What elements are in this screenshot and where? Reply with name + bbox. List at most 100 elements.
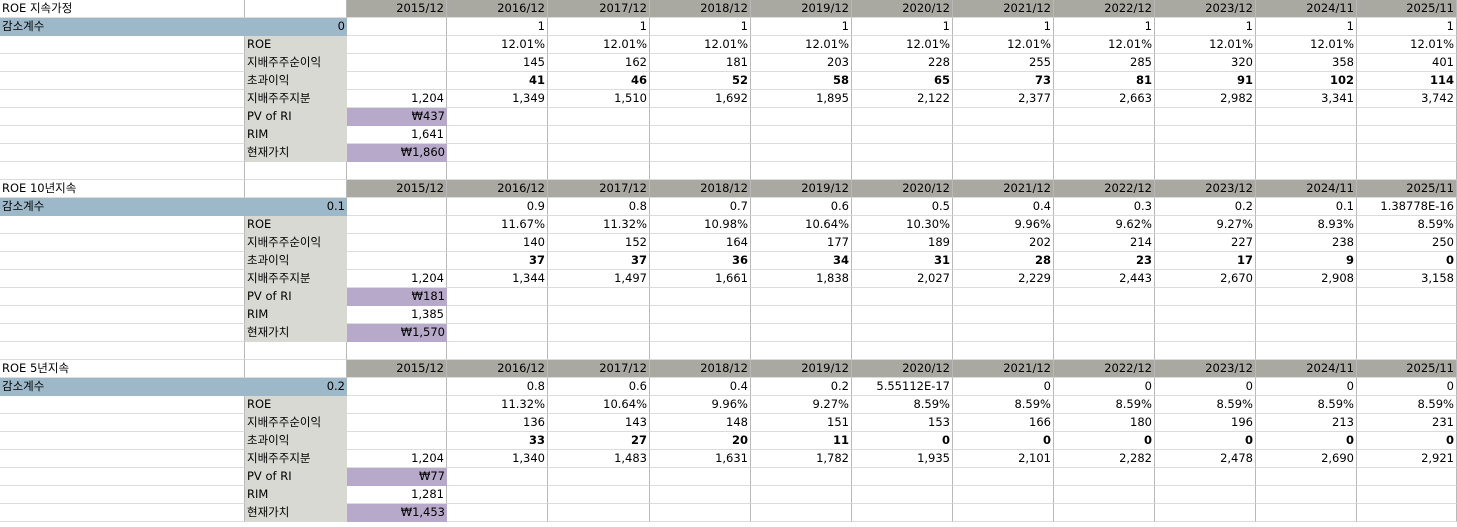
roe-cell[interactable]: 10.64%: [548, 396, 650, 414]
column-header[interactable]: 2020/12: [852, 0, 953, 18]
cell-empty[interactable]: [1054, 108, 1155, 126]
roe-row-label[interactable]: ROE: [245, 36, 347, 54]
ri-cell[interactable]: 0: [953, 432, 1054, 450]
pv-of-ri-value[interactable]: ₩437: [347, 108, 447, 126]
cell-empty[interactable]: [1357, 486, 1457, 504]
roe-cell[interactable]: 12.01%: [1155, 36, 1256, 54]
cell-empty[interactable]: [650, 504, 751, 522]
cell-empty[interactable]: [0, 504, 245, 522]
ni-cell[interactable]: 401: [1357, 54, 1457, 72]
cell-empty[interactable]: [548, 144, 650, 162]
cell-empty[interactable]: [852, 288, 953, 306]
column-header[interactable]: 2016/12: [447, 360, 548, 378]
cell-empty[interactable]: [852, 162, 953, 180]
cell-empty[interactable]: [650, 324, 751, 342]
eq-cell[interactable]: 2,443: [1054, 270, 1155, 288]
roe-cell[interactable]: 9.96%: [953, 216, 1054, 234]
column-header[interactable]: 2025/11: [1357, 360, 1457, 378]
roe-cell[interactable]: 12.01%: [852, 36, 953, 54]
roe-cell[interactable]: [347, 216, 447, 234]
current-value[interactable]: ₩1,453: [347, 504, 447, 522]
factor-cell[interactable]: [347, 18, 447, 36]
ri-cell[interactable]: 11: [751, 432, 852, 450]
ri-cell[interactable]: [347, 252, 447, 270]
cell-empty[interactable]: [548, 468, 650, 486]
factor-cell[interactable]: 1: [1256, 18, 1357, 36]
cell-empty[interactable]: [0, 216, 245, 234]
cell-empty[interactable]: [447, 342, 548, 360]
ni-cell[interactable]: 255: [953, 54, 1054, 72]
cell-empty[interactable]: [1256, 306, 1357, 324]
cell-empty[interactable]: [1155, 162, 1256, 180]
factor-cell[interactable]: 1: [751, 18, 852, 36]
cell-empty[interactable]: [650, 144, 751, 162]
eq-cell[interactable]: 1,204: [347, 90, 447, 108]
cell-empty[interactable]: [953, 162, 1054, 180]
roe-cell[interactable]: 8.93%: [1256, 216, 1357, 234]
cell-empty[interactable]: [1357, 306, 1457, 324]
cell-empty[interactable]: [1155, 468, 1256, 486]
eq-cell[interactable]: 1,340: [447, 450, 548, 468]
cell-empty[interactable]: [447, 324, 548, 342]
cell-empty[interactable]: [548, 288, 650, 306]
roe-cell[interactable]: 12.01%: [1256, 36, 1357, 54]
column-header[interactable]: 2025/11: [1357, 0, 1457, 18]
eq-cell[interactable]: 1,692: [650, 90, 751, 108]
ni-cell[interactable]: 153: [852, 414, 953, 432]
column-header[interactable]: 2021/12: [953, 360, 1054, 378]
ni-cell[interactable]: 320: [1155, 54, 1256, 72]
cell-empty[interactable]: [0, 432, 245, 450]
ri-cell[interactable]: 81: [1054, 72, 1155, 90]
column-header[interactable]: 2017/12: [548, 360, 650, 378]
cell-empty[interactable]: [852, 324, 953, 342]
eq-cell[interactable]: 2,921: [1357, 450, 1457, 468]
factor-cell[interactable]: 1: [1357, 18, 1457, 36]
factor-cell[interactable]: 1: [650, 18, 751, 36]
ri-cell[interactable]: 73: [953, 72, 1054, 90]
eq-cell[interactable]: 3,158: [1357, 270, 1457, 288]
ri-cell[interactable]: 41: [447, 72, 548, 90]
section-title[interactable]: ROE 지속가정: [0, 0, 245, 18]
coef-value[interactable]: 0.1: [245, 198, 347, 216]
factor-cell[interactable]: 0.1: [1256, 198, 1357, 216]
ni-cell[interactable]: 231: [1357, 414, 1457, 432]
cell-empty[interactable]: [0, 306, 245, 324]
ni-cell[interactable]: 285: [1054, 54, 1155, 72]
cell-empty[interactable]: [1155, 324, 1256, 342]
cell-empty[interactable]: [0, 162, 245, 180]
column-header[interactable]: 2022/12: [1054, 180, 1155, 198]
cell-empty[interactable]: [0, 36, 245, 54]
column-header[interactable]: 2019/12: [751, 360, 852, 378]
cell-empty[interactable]: [1155, 126, 1256, 144]
factor-cell[interactable]: 0: [1357, 378, 1457, 396]
cell-empty[interactable]: [1155, 288, 1256, 306]
cell-empty[interactable]: [245, 360, 347, 378]
cell-empty[interactable]: [751, 504, 852, 522]
column-header[interactable]: 2021/12: [953, 0, 1054, 18]
cell-empty[interactable]: [0, 270, 245, 288]
eq-cell[interactable]: 1,631: [650, 450, 751, 468]
cell-empty[interactable]: [548, 324, 650, 342]
ri-cell[interactable]: 23: [1054, 252, 1155, 270]
factor-cell[interactable]: 0.4: [650, 378, 751, 396]
factor-cell[interactable]: 5.55112E-17: [852, 378, 953, 396]
ri-cell[interactable]: 34: [751, 252, 852, 270]
column-header[interactable]: 2016/12: [447, 180, 548, 198]
roe-cell[interactable]: 11.32%: [548, 216, 650, 234]
section-title[interactable]: ROE 5년지속: [0, 360, 245, 378]
equity-row-label[interactable]: 지배주주지분: [245, 450, 347, 468]
cell-empty[interactable]: [1054, 162, 1155, 180]
cell-empty[interactable]: [1357, 504, 1457, 522]
cell-empty[interactable]: [953, 306, 1054, 324]
cell-empty[interactable]: [0, 396, 245, 414]
roe-cell[interactable]: 9.27%: [751, 396, 852, 414]
cell-empty[interactable]: [650, 468, 751, 486]
coef-value[interactable]: 0: [245, 18, 347, 36]
eq-cell[interactable]: 1,204: [347, 450, 447, 468]
cell-empty[interactable]: [0, 342, 245, 360]
cell-empty[interactable]: [0, 252, 245, 270]
eq-cell[interactable]: 2,027: [852, 270, 953, 288]
eq-cell[interactable]: 1,838: [751, 270, 852, 288]
factor-cell[interactable]: 0: [953, 378, 1054, 396]
cell-empty[interactable]: [751, 486, 852, 504]
